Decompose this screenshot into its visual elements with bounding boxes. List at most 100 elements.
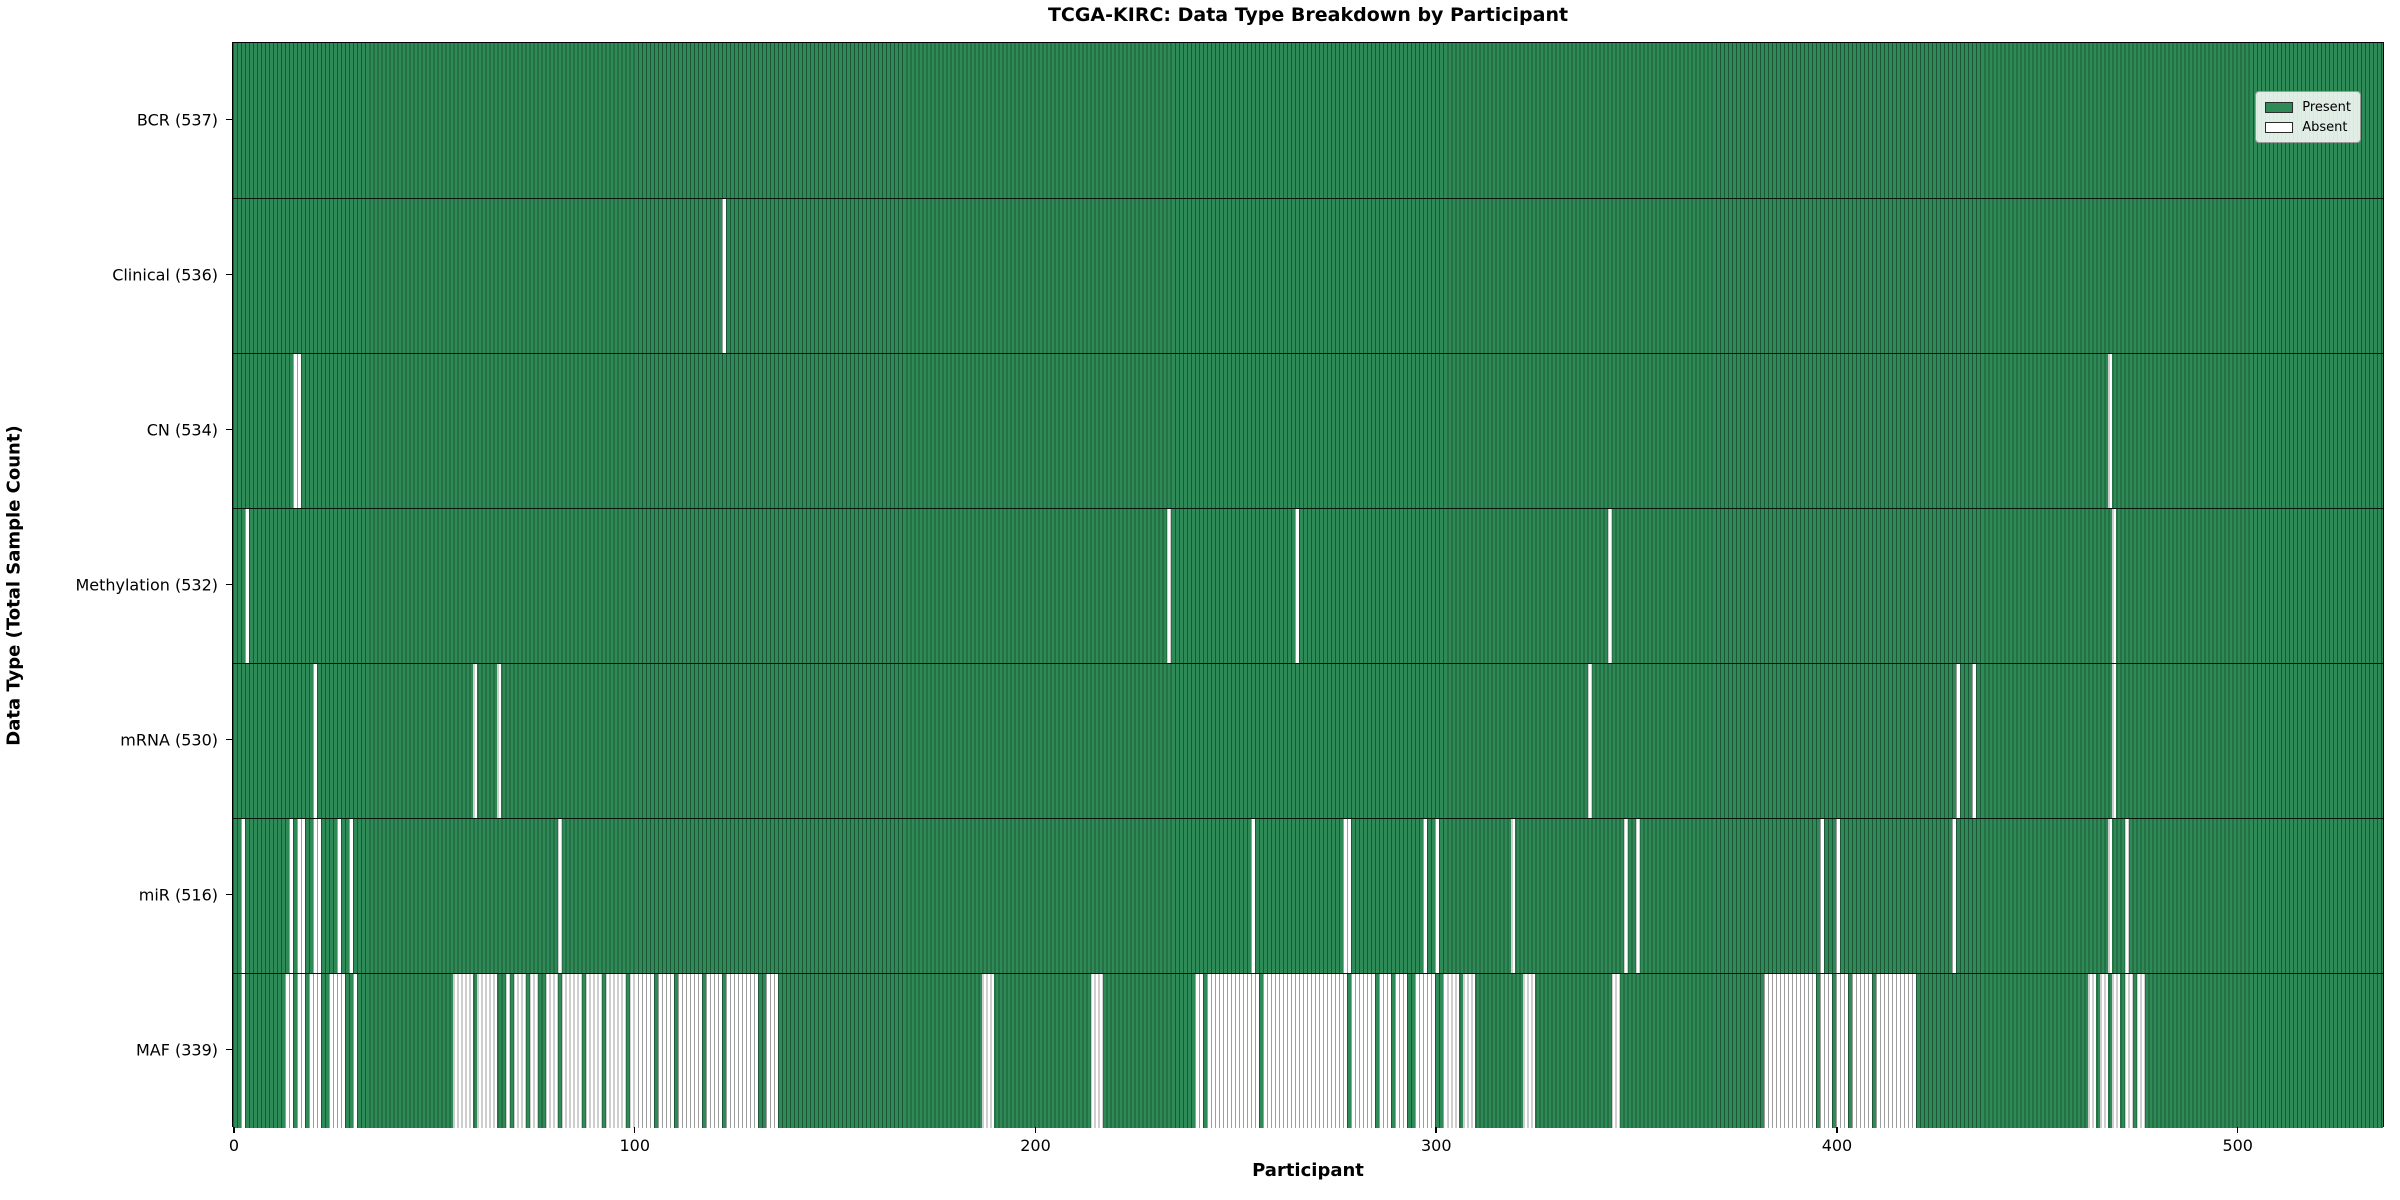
present-swatch-icon [2265,101,2294,113]
absent-segment [337,819,342,973]
absent-segment [297,819,306,973]
y-tick-label-mrna: mRNA (530) [120,730,218,749]
absent-segment [629,974,654,1128]
absent-segment [313,819,322,973]
absent-segment [529,974,538,1128]
absent-segment [2112,664,2117,818]
absent-segment [1607,509,1612,663]
absent-segment [1956,664,1961,818]
x-axis-label: Participant [1252,1160,1364,1181]
absent-segment [2136,974,2145,1128]
absent-segment [1819,974,1832,1128]
absent-segment [677,974,702,1128]
y-tick-mark [226,583,232,586]
absent-segment [605,974,626,1128]
absent-segment [1763,974,1816,1128]
absent-segment [349,819,354,973]
absent-segment [725,974,758,1128]
absent-segment [1623,819,1628,973]
absent-segment [245,509,250,663]
absent-segment [1395,974,1408,1128]
row-cn [233,353,2383,508]
legend-entry-absent: Absent [2265,117,2351,137]
absent-segment [2124,819,2129,973]
row-methylation [233,508,2383,663]
absent-segment [477,974,498,1128]
absent-segment [705,974,722,1128]
absent-segment [313,664,318,818]
absent-segment [329,974,346,1128]
absent-segment [545,974,558,1128]
absent-swatch-icon [2265,121,2294,133]
x-tick-mark [233,1127,235,1133]
absent-segment [241,974,245,1128]
absent-segment [561,974,582,1128]
absent-segment [1379,974,1392,1128]
chart-title: TCGA-KIRC: Data Type Breakdown by Partic… [1047,4,1569,26]
legend-entry-present: Present [2265,97,2351,117]
x-tick-mark [1435,1127,1437,1133]
absent-segment [1423,819,1428,973]
y-tick-label-cn: CN (534) [146,420,218,439]
y-tick-label-bcr: BCR (537) [136,110,218,129]
row-maf [233,973,2383,1128]
absent-segment [1262,974,1311,1128]
absent-segment [1819,819,1824,973]
absent-segment [497,664,502,818]
x-tick-label-100: 100 [619,1136,651,1155]
plot-area: Present Absent [232,42,2384,1128]
absent-segment [1523,974,1536,1128]
y-tick-mark [226,1048,232,1051]
x-tick-label-0: 0 [228,1136,240,1155]
bar-edges-overlay [233,354,2383,508]
absent-segment [2088,974,2097,1128]
absent-segment [1351,974,1376,1128]
absent-segment [1852,974,1873,1128]
absent-segment [505,974,510,1128]
y-tick-label-maf: MAF (339) [135,1040,218,1059]
absent-segment [2112,509,2117,663]
absent-segment [1635,819,1640,973]
x-tick-label-400: 400 [1821,1136,1853,1155]
absent-segment [1835,819,1840,973]
x-tick-mark [1836,1127,1838,1133]
row-mrna [233,663,2383,818]
absent-segment [293,354,302,508]
absent-segment [2108,354,2113,508]
absent-segment [1463,974,1476,1128]
row-clinical [233,198,2383,353]
absent-segment [1090,974,1103,1128]
bar-edges-overlay [233,664,2383,818]
absent-segment [353,974,358,1128]
absent-segment [1587,664,1592,818]
absent-segment [513,974,526,1128]
absent-segment [765,974,778,1128]
absent-segment [1250,819,1255,973]
y-tick-mark [226,428,232,431]
absent-segment [2100,974,2109,1128]
absent-segment [241,819,245,973]
absent-segment [557,819,562,973]
y-tick-mark [226,893,232,896]
y-tick-label-methylation: Methylation (532) [75,575,218,594]
absent-segment [1611,974,1620,1128]
absent-segment [1435,819,1440,973]
bar-edges-overlay [233,43,2383,198]
absent-segment [657,974,674,1128]
absent-segment [1194,974,1203,1128]
absent-segment [1311,974,1348,1128]
absent-segment [1972,664,1977,818]
absent-segment [297,974,306,1128]
y-tick-label-mir: miR (516) [138,885,218,904]
legend: Present Absent [2255,91,2361,143]
row-bcr [233,43,2383,198]
legend-label: Absent [2302,119,2348,135]
x-tick-label-300: 300 [1420,1136,1452,1155]
bar-edges-overlay [233,819,2383,973]
x-tick-mark [633,1127,636,1133]
y-tick-label-clinical: Clinical (536) [112,265,218,284]
absent-segment [2124,974,2133,1128]
absent-segment [1415,974,1436,1128]
absent-segment [1876,974,1917,1128]
absent-segment [1511,819,1516,973]
